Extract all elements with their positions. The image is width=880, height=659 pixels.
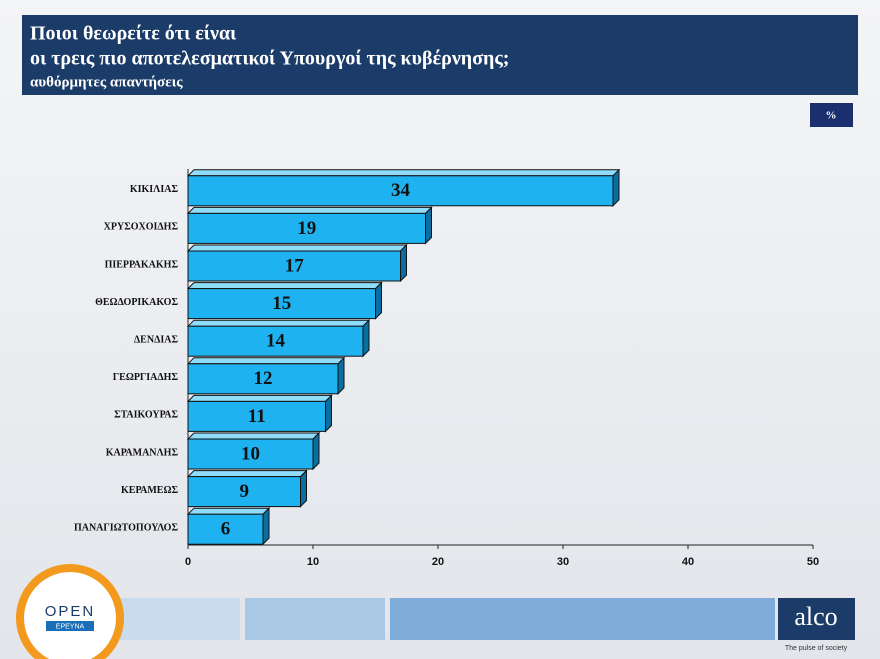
y-tick-label: ΣΤΑΙΚΟΥΡΑΣ bbox=[114, 410, 178, 421]
unit-label: % bbox=[826, 110, 837, 122]
x-tick-label: 10 bbox=[307, 556, 319, 568]
x-tick-label: 20 bbox=[432, 556, 444, 568]
bar bbox=[187, 363, 339, 395]
x-tick-label: 50 bbox=[807, 556, 819, 568]
bar-top bbox=[186, 169, 621, 177]
bar-side bbox=[312, 431, 320, 471]
y-tick-label: ΠΙΕΡΡΑΚΑΚΗΣ bbox=[105, 259, 179, 270]
footer-strip bbox=[120, 598, 240, 640]
value-label: 6 bbox=[221, 519, 231, 540]
value-label: 14 bbox=[266, 331, 286, 352]
title-band bbox=[22, 15, 858, 95]
bar bbox=[187, 250, 401, 282]
value-label: 11 bbox=[248, 406, 266, 427]
open-text: OPEN bbox=[45, 603, 96, 620]
y-tick-label: ΠΑΝΑΓΙΩΤΟΠΟΥΛΟΣ bbox=[74, 522, 179, 533]
bar bbox=[187, 513, 264, 545]
bar-side bbox=[612, 168, 620, 208]
bar-top bbox=[186, 507, 271, 515]
bar-side bbox=[337, 356, 345, 396]
value-label: 15 bbox=[272, 293, 291, 314]
bar-top bbox=[186, 319, 371, 327]
value-label: 9 bbox=[240, 481, 250, 502]
footer: alco The pulse of society OPEN ΕΡΕΥΝΑ bbox=[16, 564, 855, 659]
bar bbox=[187, 400, 326, 432]
y-tick-label: ΚΙΚΙΛΙΑΣ bbox=[130, 184, 179, 195]
value-label: 34 bbox=[391, 180, 411, 201]
footer-strip bbox=[390, 598, 775, 640]
y-tick-label: ΘΕΩΔΟΡΙΚΑΚΟΣ bbox=[95, 297, 178, 308]
alco-tagline: The pulse of society bbox=[785, 645, 848, 652]
bar-top bbox=[186, 282, 383, 290]
y-tick-label: ΧΡΥΣΟΧΟΙΔΗΣ bbox=[104, 222, 179, 233]
bar-side bbox=[375, 281, 382, 320]
alco-logo bbox=[778, 598, 855, 640]
alco-text: alco bbox=[794, 602, 837, 631]
y-tick-label: ΔΕΝΔΙΑΣ bbox=[134, 334, 179, 345]
value-label: 10 bbox=[241, 443, 260, 464]
value-label: 12 bbox=[254, 368, 273, 389]
bar bbox=[187, 438, 314, 470]
chart-subtitle: αυθόρμητες απαντήσεις bbox=[30, 74, 183, 90]
x-tick-label: 40 bbox=[682, 556, 694, 568]
bar bbox=[187, 288, 376, 320]
open-logo bbox=[16, 564, 124, 659]
bar-top bbox=[186, 432, 321, 440]
value-label: 19 bbox=[297, 218, 316, 239]
bar-top bbox=[186, 394, 333, 402]
bar bbox=[187, 325, 364, 357]
y-tick-label: ΓΕΩΡΓΙΑΔΗΣ bbox=[113, 372, 179, 383]
chart-title: Ποιοι θεωρείτε ότι είναι bbox=[30, 23, 237, 45]
bar-side bbox=[325, 394, 332, 433]
open-sub: ΕΡΕΥΝΑ bbox=[56, 623, 85, 630]
bar-top bbox=[186, 244, 408, 252]
y-tick-label: ΚΑΡΑΜΑΝΛΗΣ bbox=[106, 447, 179, 458]
x-tick-label: 30 bbox=[557, 556, 569, 568]
bar-top bbox=[186, 357, 346, 365]
bar-side bbox=[362, 318, 370, 358]
bar-side bbox=[262, 506, 270, 546]
bar-top bbox=[186, 206, 433, 214]
footer-strip bbox=[245, 598, 385, 640]
x-tick-label: 0 bbox=[185, 556, 191, 568]
value-label: 17 bbox=[285, 255, 305, 276]
bar-side bbox=[300, 469, 307, 508]
chart-title: οι τρεις πιο αποτελεσματικοί Υπουργοί τη… bbox=[30, 48, 509, 70]
bar-top bbox=[186, 470, 308, 478]
bar-side bbox=[425, 206, 432, 245]
bar bbox=[187, 476, 301, 508]
bar-side bbox=[400, 243, 407, 283]
open-sub-box bbox=[46, 621, 94, 631]
bar bbox=[187, 175, 614, 207]
bar bbox=[187, 212, 426, 244]
unit-box bbox=[810, 103, 853, 127]
y-tick-label: ΚΕΡΑΜΕΩΣ bbox=[121, 485, 178, 496]
